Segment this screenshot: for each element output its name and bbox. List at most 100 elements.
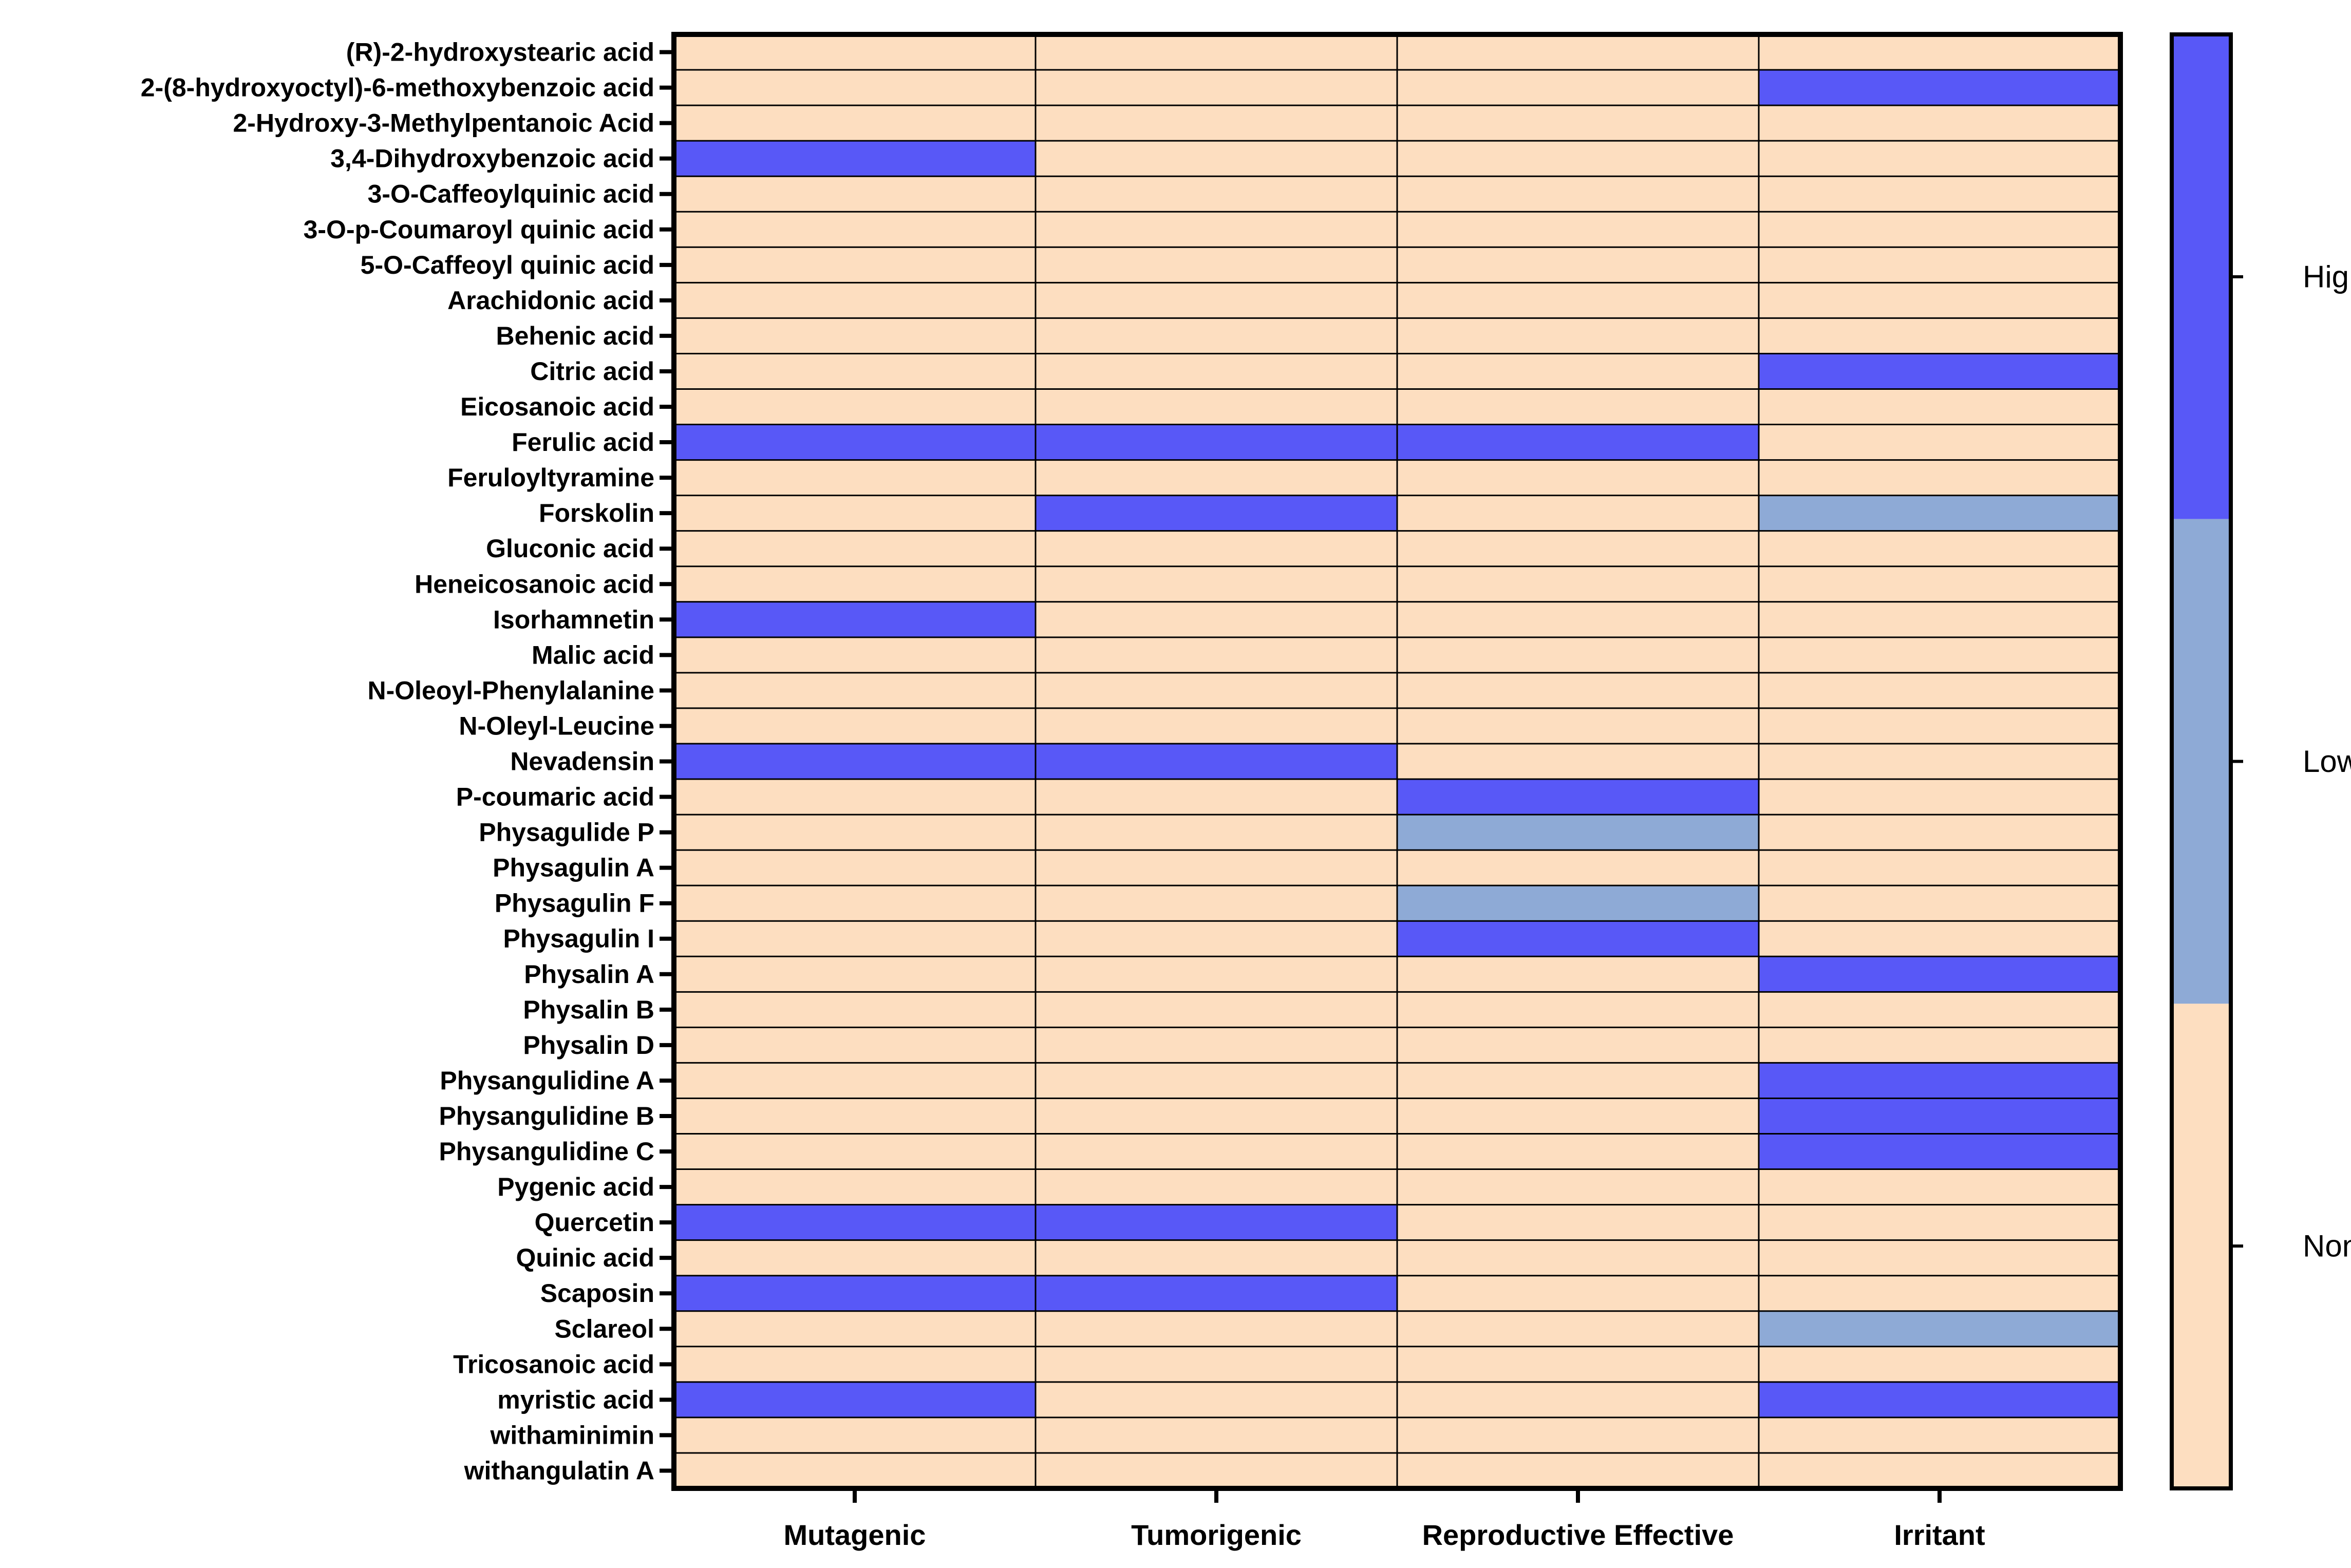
- heatmap-cell: [1397, 1134, 1759, 1169]
- row-label: P-coumaric acid: [456, 783, 654, 811]
- heatmap-cell: [1397, 495, 1759, 531]
- heatmap-cell: [1036, 212, 1397, 248]
- row-label: Physalin D: [523, 1031, 654, 1060]
- heatmap-cell: [674, 601, 1036, 637]
- heatmap-cell: [1397, 1169, 1759, 1205]
- heatmap-cell: [1036, 672, 1397, 708]
- heatmap-cell: [1397, 460, 1759, 496]
- row-label: Ferulic acid: [512, 428, 654, 457]
- row-label: Physalin A: [524, 960, 654, 989]
- heatmap-cell: [1397, 282, 1759, 318]
- row-label: 5-O-Caffeoyl quinic acid: [361, 251, 654, 279]
- row-label: Sclareol: [554, 1314, 654, 1343]
- heatmap-cell: [1397, 34, 1759, 70]
- heatmap-cell: [1759, 708, 2120, 744]
- heatmap-cell: [674, 495, 1036, 531]
- row-label: Physagulide P: [479, 818, 654, 847]
- legend-swatch: [2172, 1004, 2231, 1488]
- row-label: (R)-2-hydroxystearic acid: [346, 38, 654, 67]
- heatmap-cell: [1397, 743, 1759, 780]
- row-label: Pygenic acid: [497, 1173, 654, 1201]
- heatmap-cell: [674, 992, 1036, 1028]
- heatmap-cell: [674, 708, 1036, 744]
- heatmap-cell: [674, 318, 1036, 354]
- row-label: Physangulidine B: [439, 1102, 654, 1130]
- heatmap-cell: [1036, 495, 1397, 531]
- heatmap-cell: [674, 850, 1036, 886]
- heatmap-cell: [1397, 105, 1759, 141]
- row-label: Physagulin F: [495, 889, 654, 918]
- heatmap-cell: [1759, 1346, 2120, 1382]
- heatmap-cell: [1759, 176, 2120, 212]
- heatmap-cell: [1397, 637, 1759, 673]
- heatmap-cell: [674, 672, 1036, 708]
- heatmap-cell: [1036, 708, 1397, 744]
- heatmap-cell: [1397, 389, 1759, 425]
- heatmap-cell: [1036, 1311, 1397, 1347]
- heatmap-cell: [674, 212, 1036, 248]
- heatmap-cell: [1759, 1382, 2120, 1418]
- heatmap-cell: [1036, 353, 1397, 389]
- heatmap-cell: [1036, 885, 1397, 921]
- heatmap-cell: [1759, 1275, 2120, 1311]
- row-label: Tricosanoic acid: [453, 1350, 654, 1378]
- heatmap-cell: [1036, 318, 1397, 354]
- heatmap-cell: [1036, 282, 1397, 318]
- row-label: 3-O-p-Coumaroyl quinic acid: [304, 215, 654, 244]
- row-label: 2-Hydroxy-3-Methylpentanoic Acid: [233, 109, 654, 138]
- heatmap-cell: [1759, 212, 2120, 248]
- heatmap-cell: [1036, 992, 1397, 1028]
- heatmap-cell: [1759, 672, 2120, 708]
- heatmap-cell: [674, 779, 1036, 815]
- row-label: Arachidonic acid: [447, 286, 654, 315]
- row-label: Physangulidine A: [440, 1066, 654, 1095]
- heatmap-cell: [1759, 460, 2120, 496]
- heatmap-cell: [674, 1063, 1036, 1099]
- heatmap-cell: [1759, 1417, 2120, 1453]
- heatmap-cell: [1397, 921, 1759, 957]
- heatmap-cell: [1397, 1027, 1759, 1063]
- heatmap-cell: [1397, 1382, 1759, 1418]
- heatmap-cell: [674, 389, 1036, 425]
- heatmap-cell: [1036, 389, 1397, 425]
- heatmap-cell: [1036, 779, 1397, 815]
- heatmap-cell: [1397, 566, 1759, 602]
- heatmap-cell: [1397, 1275, 1759, 1311]
- heatmap-cell: [1397, 850, 1759, 886]
- heatmap-cell: [674, 424, 1036, 460]
- heatmap-cell: [1759, 1311, 2120, 1347]
- heatmap-cell: [1397, 70, 1759, 106]
- heatmap-cell: [1036, 1382, 1397, 1418]
- heatmap-cell: [674, 1452, 1036, 1488]
- heatmap-cell: [674, 1240, 1036, 1276]
- heatmap-cell: [1036, 637, 1397, 673]
- row-label: Physagulin A: [493, 854, 654, 882]
- heatmap-cell: [1036, 1134, 1397, 1169]
- heatmap-cell: [674, 1346, 1036, 1382]
- heatmap-cell: [1759, 850, 2120, 886]
- row-label: Feruloyltyramine: [447, 463, 654, 492]
- heatmap-cell: [674, 921, 1036, 957]
- heatmap-cell: [674, 176, 1036, 212]
- row-label: N-Oleoyl-Phenylalanine: [368, 676, 654, 705]
- heatmap-cell: [1036, 956, 1397, 992]
- heatmap-cell: [1759, 815, 2120, 851]
- heatmap-cell: [1759, 1240, 2120, 1276]
- heatmap-cell: [1036, 1417, 1397, 1453]
- row-labels: (R)-2-hydroxystearic acid 2-(8-hydroxyoct…: [141, 38, 674, 1485]
- heatmap-cell: [1036, 105, 1397, 141]
- heatmap-cell: [1036, 1204, 1397, 1240]
- row-label: Scaposin: [540, 1279, 654, 1308]
- heatmap-cell: [1036, 424, 1397, 460]
- heatmap-cell: [1397, 885, 1759, 921]
- heatmap-cell: [1759, 956, 2120, 992]
- heatmap-cell: [674, 637, 1036, 673]
- heatmap-cell: [1759, 1169, 2120, 1205]
- row-label: Gluconic acid: [486, 534, 654, 563]
- row-label: Isorhamnetin: [493, 605, 654, 634]
- heatmap-cell: [674, 1311, 1036, 1347]
- heatmap-cell: [674, 566, 1036, 602]
- heatmap-cell: [1397, 141, 1759, 177]
- heatmap-cell: [674, 1275, 1036, 1311]
- row-label: Physalin B: [523, 995, 654, 1024]
